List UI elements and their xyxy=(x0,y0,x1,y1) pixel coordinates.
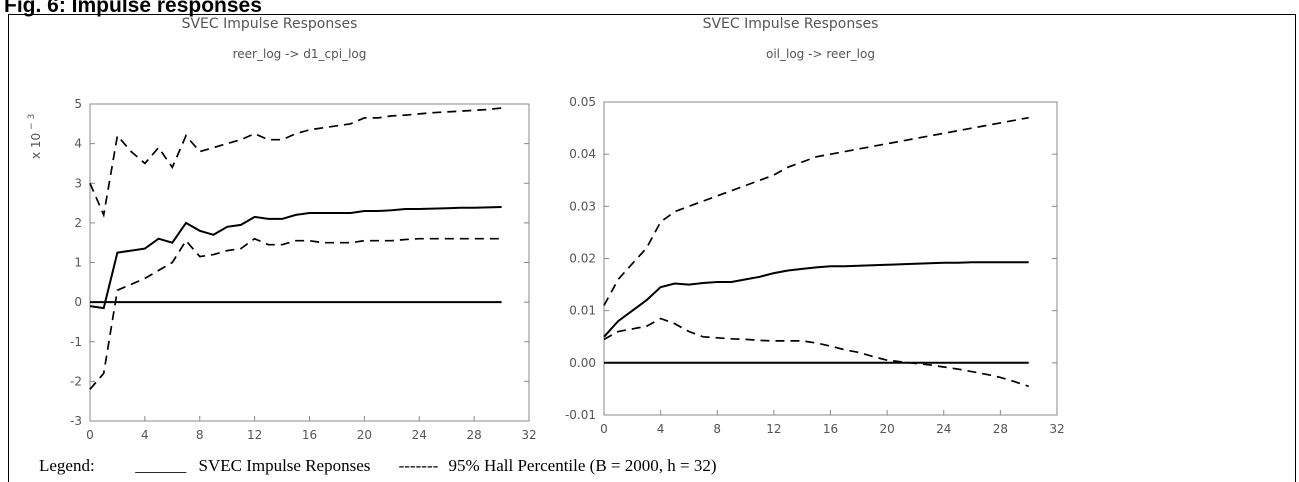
left-series-0-solid xyxy=(89,206,502,310)
left-y-tick-label: 5 xyxy=(74,97,82,111)
right-y-tick-label: 0.04 xyxy=(569,147,596,161)
left-y-tick-label: 4 xyxy=(74,137,82,151)
right-x-tick-label: 12 xyxy=(766,422,781,436)
right-x-tick-label: 20 xyxy=(879,422,894,436)
left-series-1-dashed xyxy=(89,107,502,218)
left-y-tick-label: 0 xyxy=(74,295,82,309)
right-y-tick-label: -0.01 xyxy=(565,408,596,422)
left-x-tick-label: 8 xyxy=(196,428,204,442)
right-x-tick-label: 0 xyxy=(600,422,608,436)
left-y-tick-label: 1 xyxy=(74,256,82,270)
figure-title: Fig. 6: Impulse responses xyxy=(4,0,262,17)
right-subtitle: oil_log -> reer_log xyxy=(766,47,875,61)
left-x-tick-label: 32 xyxy=(521,428,536,442)
right-y-tick-label: 0.00 xyxy=(569,356,596,370)
chart-reer-to-cpi: SVEC Impulse Responses reer_log -> d1_cpi… xyxy=(27,16,537,442)
right-y-tick-label: 0.02 xyxy=(569,252,596,266)
left-series-2-dashed xyxy=(89,237,502,390)
left-subtitle: reer_log -> d1_cpi_log xyxy=(233,47,367,61)
left-x-tick-label: 28 xyxy=(466,428,481,442)
left-x-tick-label: 16 xyxy=(302,428,317,442)
right-title: SVEC Impulse Responses xyxy=(703,16,879,32)
right-x-tick-label: 24 xyxy=(936,422,951,436)
right-x-tick-label: 8 xyxy=(713,422,721,436)
left-x-tick-label: 4 xyxy=(141,428,149,442)
legend-solid-marker: ______ xyxy=(135,456,187,475)
right-y-tick-label: 0.03 xyxy=(569,199,596,213)
left-y-tick-label: -2 xyxy=(70,374,82,388)
right-x-tick-label: 16 xyxy=(823,422,838,436)
left-y-tick-label: -1 xyxy=(70,335,82,349)
right-y-tick-label: 0.05 xyxy=(569,95,596,109)
right-y-tick-label: 0.01 xyxy=(569,304,596,318)
left-y-tick-label: -3 xyxy=(70,414,82,428)
left-x-tick-label: 20 xyxy=(357,428,372,442)
legend-dashed-text: 95% Hall Percentile (B = 2000, h = 32) xyxy=(448,456,717,475)
right-plot-frame xyxy=(603,101,1058,416)
left-x-tick-label: 24 xyxy=(412,428,427,442)
right-series-1-dashed xyxy=(603,116,1029,306)
legend: Legend: ______ SVEC Impulse Reponses ---… xyxy=(39,456,717,476)
left-x-tick-label: 12 xyxy=(247,428,262,442)
right-x-tick-label: 4 xyxy=(657,422,665,436)
left-y-tick-label: 2 xyxy=(74,216,82,230)
legend-solid-text: SVEC Impulse Reponses xyxy=(198,456,371,475)
right-x-tick-label: 28 xyxy=(993,422,1008,436)
right-series-0-solid xyxy=(603,261,1029,338)
left-x-tick-label: 0 xyxy=(86,428,94,442)
right-series-2-dashed xyxy=(603,317,1029,388)
left-y-tick-label: 3 xyxy=(74,176,82,190)
figure-frame xyxy=(8,14,1296,482)
legend-dashed-marker: ------- xyxy=(398,456,439,475)
right-x-tick-label: 32 xyxy=(1049,422,1064,436)
left-title: SVEC Impulse Responses xyxy=(182,16,358,32)
legend-label: Legend: xyxy=(39,456,95,475)
chart-oil-to-reer: SVEC Impulse Responses oil_log -> reer_lo… xyxy=(565,16,1065,436)
